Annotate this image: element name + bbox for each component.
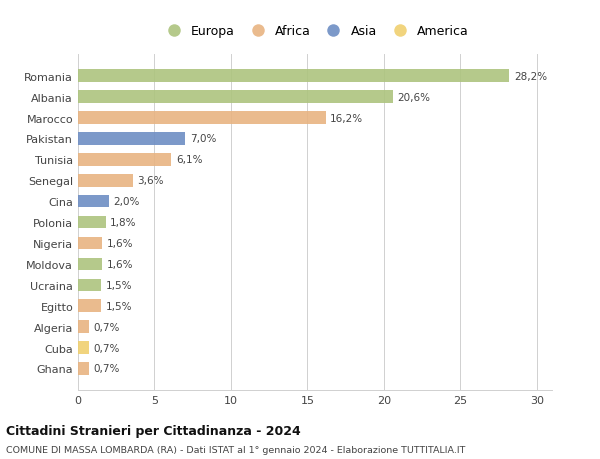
Text: 1,5%: 1,5%: [106, 280, 132, 290]
Text: 2,0%: 2,0%: [113, 197, 140, 207]
Text: COMUNE DI MASSA LOMBARDA (RA) - Dati ISTAT al 1° gennaio 2024 - Elaborazione TUT: COMUNE DI MASSA LOMBARDA (RA) - Dati IST…: [6, 445, 466, 454]
Text: 0,7%: 0,7%: [93, 364, 119, 374]
Bar: [78, 112, 326, 124]
Bar: [78, 341, 89, 354]
Bar: [78, 237, 103, 250]
Bar: [78, 279, 101, 291]
Bar: [78, 70, 509, 83]
Bar: [78, 174, 133, 187]
Bar: [78, 321, 89, 333]
Bar: [78, 133, 185, 146]
Bar: [78, 91, 393, 104]
Text: 20,6%: 20,6%: [398, 92, 431, 102]
Text: 1,8%: 1,8%: [110, 218, 137, 228]
Bar: [78, 258, 103, 271]
Text: 1,5%: 1,5%: [106, 301, 132, 311]
Text: 28,2%: 28,2%: [514, 72, 547, 82]
Text: 0,7%: 0,7%: [93, 343, 119, 353]
Text: 0,7%: 0,7%: [93, 322, 119, 332]
Text: 6,1%: 6,1%: [176, 155, 202, 165]
Bar: [78, 363, 89, 375]
Bar: [78, 216, 106, 229]
Bar: [78, 196, 109, 208]
Text: 1,6%: 1,6%: [107, 239, 134, 248]
Bar: [78, 300, 101, 312]
Text: 3,6%: 3,6%: [137, 176, 164, 186]
Text: 1,6%: 1,6%: [107, 259, 134, 269]
Text: 7,0%: 7,0%: [190, 134, 216, 144]
Text: 16,2%: 16,2%: [330, 113, 364, 123]
Text: Cittadini Stranieri per Cittadinanza - 2024: Cittadini Stranieri per Cittadinanza - 2…: [6, 425, 301, 437]
Bar: [78, 154, 171, 166]
Legend: Europa, Africa, Asia, America: Europa, Africa, Asia, America: [157, 21, 473, 42]
